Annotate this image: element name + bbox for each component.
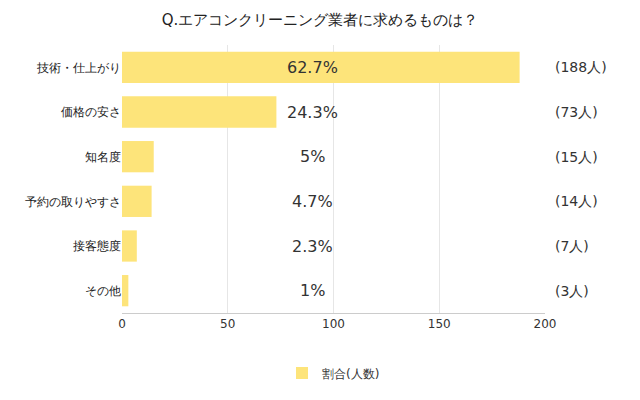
- svg-text:(73人): (73人): [555, 104, 598, 120]
- svg-text:(188人): (188人): [555, 59, 607, 75]
- svg-text:1%: 1%: [300, 281, 325, 300]
- svg-text:(7人): (7人): [555, 238, 589, 254]
- svg-text:価格の安さ: 価格の安さ: [61, 105, 121, 119]
- svg-text:知名度: 知名度: [85, 150, 121, 164]
- svg-text:接客態度: 接客態度: [73, 239, 121, 253]
- svg-text:2.3%: 2.3%: [292, 237, 333, 256]
- svg-text:150: 150: [428, 317, 451, 331]
- svg-text:(14人): (14人): [555, 193, 598, 209]
- svg-text:割合(人数): 割合(人数): [322, 367, 379, 381]
- svg-text:その他: その他: [85, 284, 121, 298]
- svg-text:24.3%: 24.3%: [287, 103, 338, 122]
- svg-text:Q.エアコンクリーニング業者に求めるものは？: Q.エアコンクリーニング業者に求めるものは？: [162, 11, 479, 29]
- svg-text:50: 50: [220, 317, 235, 331]
- svg-text:予約の取りやすさ: 予約の取りやすさ: [25, 195, 121, 209]
- svg-text:5%: 5%: [300, 147, 325, 166]
- svg-text:4.7%: 4.7%: [292, 192, 333, 211]
- svg-text:100: 100: [322, 317, 345, 331]
- svg-text:62.7%: 62.7%: [287, 58, 338, 77]
- svg-text:(15人): (15人): [555, 149, 598, 165]
- svg-text:0: 0: [118, 317, 126, 331]
- svg-text:(3人): (3人): [555, 283, 589, 299]
- svg-text:200: 200: [534, 317, 557, 331]
- svg-text:技術・仕上がり: 技術・仕上がり: [36, 61, 121, 75]
